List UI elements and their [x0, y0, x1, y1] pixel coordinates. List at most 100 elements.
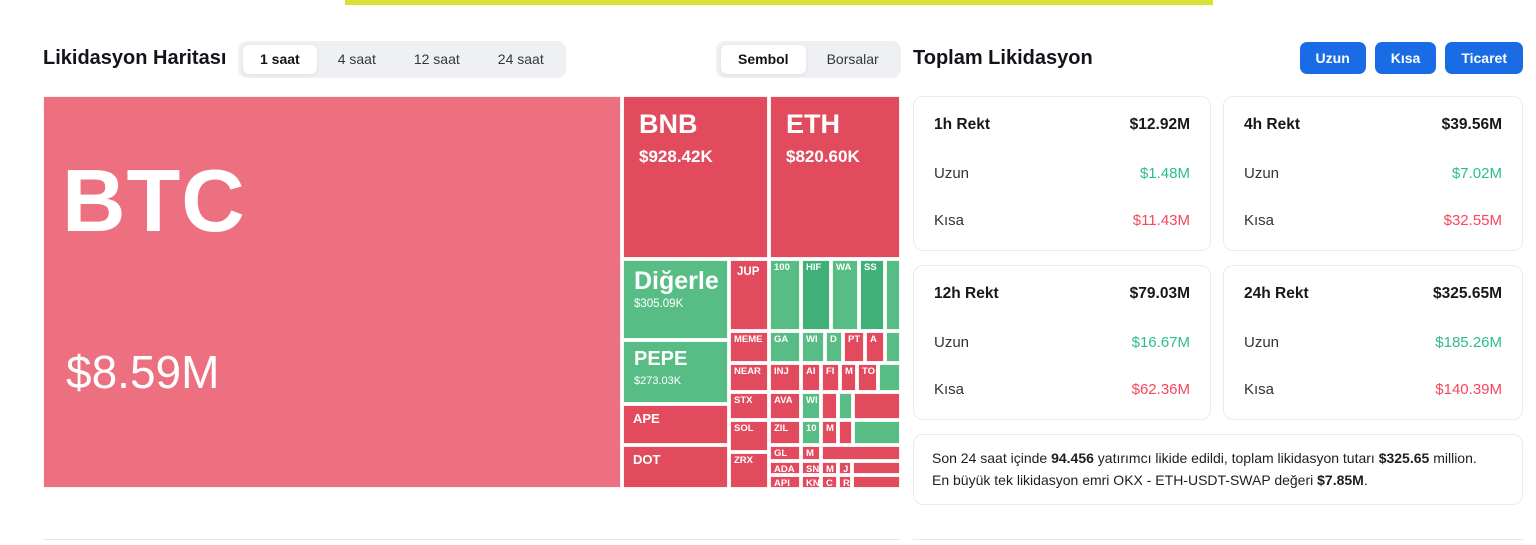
stat-card-total: $79.03M [1129, 285, 1190, 302]
treemap-cell-sn[interactable]: SN [802, 462, 820, 474]
tab-1-saat[interactable]: 1 saat [242, 44, 318, 75]
treemap-cell-j[interactable]: J [839, 462, 851, 474]
tab-borsalar[interactable]: Borsalar [826, 51, 879, 67]
tab-4-saat[interactable]: 4 saat [337, 51, 376, 67]
treemap-cell-label: M [826, 464, 834, 474]
treemap-cell-label: DOT [633, 452, 661, 467]
stat-card-total: $12.92M [1129, 116, 1190, 133]
treemap-cell-stx[interactable]: STX [730, 393, 768, 419]
treemap-cell-ada[interactable]: ADA [770, 462, 800, 474]
treemap-cell-gl[interactable]: GL [770, 446, 800, 460]
treemap-cell-hif[interactable]: HIF [802, 260, 830, 330]
short-value: $140.39M [1435, 381, 1502, 398]
timeframe-tab-group: 1 saat 4 saat 12 saat 24 saat [238, 41, 566, 78]
treemap-cell-ss[interactable]: SS [860, 260, 884, 330]
treemap-cell-jup[interactable]: JUP [730, 260, 768, 330]
treemap-cell-label: C [826, 478, 833, 488]
kisa-button[interactable]: Kısa [1374, 42, 1437, 74]
treemap-cell-label: BTC [62, 151, 246, 250]
treemap-cell-label: PT [848, 334, 861, 345]
treemap-cell-ape[interactable]: APE [623, 405, 728, 444]
treemap-cell-ga[interactable]: GA [770, 332, 800, 362]
tab-24-saat[interactable]: 24 saat [497, 51, 544, 67]
treemap-cell-diğerle[interactable]: Diğerle $305.09K [623, 260, 728, 339]
treemap-cell-bnb[interactable]: BNB $928.42K [623, 96, 768, 258]
treemap-cell-label: WI [806, 334, 818, 345]
treemap-cell[interactable] [839, 393, 852, 419]
long-label: Uzun [1244, 164, 1280, 182]
short-label: Kısa [1244, 212, 1275, 229]
treemap-cell-dot[interactable]: DOT [623, 446, 728, 488]
treemap-cell-label: BNB [639, 109, 698, 139]
treemap-cell-near[interactable]: NEAR [730, 364, 768, 391]
treemap-cell-label: HIF [806, 262, 822, 273]
treemap-cell-wa[interactable]: WA [832, 260, 858, 330]
treemap-cell[interactable] [886, 260, 900, 330]
treemap-cell-wi[interactable]: WI [802, 393, 820, 419]
treemap-cell-fi[interactable]: FI [822, 364, 839, 391]
treemap-cell-to[interactable]: TO [858, 364, 877, 391]
summary-largest-order: $7.85M [1317, 471, 1364, 488]
long-label: Uzun [934, 333, 970, 351]
treemap-cell-m[interactable]: M [802, 446, 820, 460]
treemap-cell-r[interactable]: R [839, 476, 851, 488]
treemap-cell-d[interactable]: D [826, 332, 842, 362]
treemap-cell[interactable] [853, 462, 900, 474]
treemap-cell[interactable] [822, 446, 900, 460]
treemap-cell-a[interactable]: A [866, 332, 884, 362]
tab-12-saat[interactable]: 12 saat [413, 51, 460, 67]
treemap-cell[interactable] [886, 332, 900, 362]
treemap-cell[interactable] [854, 393, 900, 419]
stat-card-1h: 1h Rekt $12.92M Uzun $1.48M Kısa $11.43M [913, 96, 1211, 251]
treemap-cell-label: GL [774, 448, 788, 459]
treemap-cell-m[interactable]: M [841, 364, 856, 391]
summary-text: Son 24 saat içinde [932, 450, 1052, 466]
stat-card-title: 4h Rekt [1244, 116, 1300, 133]
uzun-button[interactable]: Uzun [1299, 42, 1366, 74]
treemap-cell[interactable] [822, 393, 837, 419]
treemap-cell-label: SOL [734, 423, 754, 434]
treemap-cell-ai[interactable]: AI [802, 364, 820, 391]
treemap-cell[interactable] [853, 476, 900, 488]
short-value: $11.43M [1132, 212, 1190, 229]
stat-card-24h: 24h Rekt $325.65M Uzun $185.26M Kısa $14… [1223, 265, 1523, 420]
treemap-cell-label: JUP [737, 266, 760, 278]
treemap-cell-label: APE [633, 411, 660, 426]
treemap-cell-value: $928.42K [639, 147, 713, 167]
ticaret-button[interactable]: Ticaret [1445, 42, 1523, 74]
long-value: $16.67M [1131, 333, 1190, 351]
treemap-cell-api[interactable]: API [770, 476, 800, 488]
treemap-cell-pt[interactable]: PT [844, 332, 864, 362]
treemap-cell-label: PEPE [634, 348, 688, 370]
treemap-cell-zil[interactable]: ZIL [770, 421, 800, 444]
view-tab-group: Sembol Borsalar [716, 41, 901, 78]
treemap-cell-ava[interactable]: AVA [770, 393, 800, 419]
treemap-cell-label: ZIL [774, 423, 789, 434]
treemap-cell-eth[interactable]: ETH $820.60K [770, 96, 900, 258]
treemap-cell-wi[interactable]: WI [802, 332, 824, 362]
treemap-cell-btc[interactable]: BTC $8.59M [43, 96, 621, 488]
tab-sembol[interactable]: Sembol [720, 44, 807, 75]
treemap-cell[interactable] [879, 364, 900, 391]
treemap-cell-meme[interactable]: MEME [730, 332, 768, 362]
treemap-cell-m[interactable]: M [822, 462, 837, 474]
page-title-liquidation-map: Likidasyon Haritası [43, 47, 227, 69]
long-label: Uzun [934, 164, 970, 182]
treemap: BTC $8.59M BNB $928.42K ETH $820.60K Diğerle $3… [43, 96, 900, 488]
treemap-cell-100[interactable]: 100 [770, 260, 800, 330]
treemap-cell-m[interactable]: M [822, 421, 837, 444]
treemap-cell-sol[interactable]: SOL [730, 421, 768, 451]
treemap-cell-zrx[interactable]: ZRX [730, 453, 768, 488]
treemap-cell-10[interactable]: 10 [802, 421, 820, 444]
treemap-cell-kn[interactable]: KN [802, 476, 820, 488]
treemap-cell[interactable] [839, 421, 852, 444]
treemap-cell-label: SN [806, 464, 820, 474]
treemap-cell-inj[interactable]: INJ [770, 364, 800, 391]
treemap-cell[interactable] [854, 421, 900, 444]
treemap-cell-label: FI [826, 366, 835, 377]
treemap-cell-c[interactable]: C [822, 476, 837, 488]
treemap-cell-pepe[interactable]: PEPE $273.03K [623, 341, 728, 403]
treemap-cell-label: GA [774, 334, 789, 345]
treemap-cell-label: MEME [734, 334, 763, 345]
